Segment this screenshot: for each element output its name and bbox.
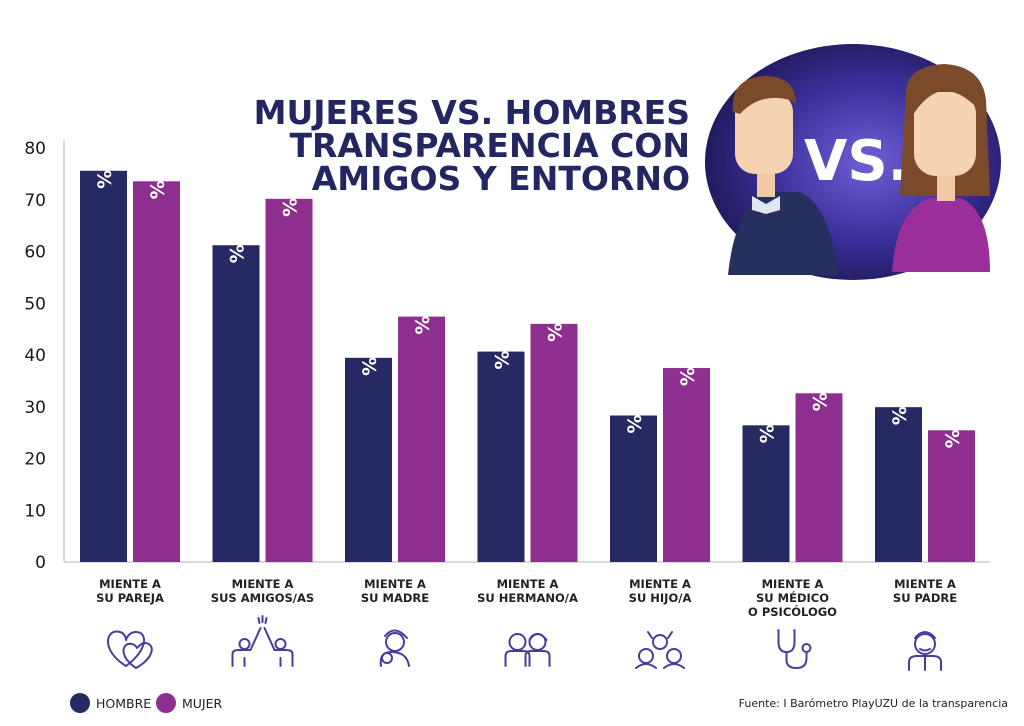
bar-hombre xyxy=(477,351,525,562)
bar-mujer xyxy=(133,181,180,562)
bar-hombre xyxy=(875,407,922,562)
category-label: MIENTE A xyxy=(232,577,294,591)
bars: 75,60% 73,56% 61,21% 70,18% 39,46% 47,42% 40,6… xyxy=(80,110,975,563)
category-label: MIENTE A xyxy=(497,577,559,591)
man-figure-icon xyxy=(728,76,838,275)
title-line-3: AMIGOS Y ENTORNO xyxy=(312,159,690,198)
mother-child-icon xyxy=(379,629,410,667)
bar-value-label: 75,60% xyxy=(93,110,115,189)
hearts-icon xyxy=(107,630,153,669)
bar-value-label: 37,48% xyxy=(676,307,698,386)
bar-mujer xyxy=(398,316,445,562)
bar-mujer xyxy=(530,323,578,562)
bar-mujer xyxy=(795,393,843,562)
chart-title: MUJERES VS. HOMBRES TRANSPARENCIA CON AM… xyxy=(254,93,690,198)
bar-value-label: 70,18% xyxy=(278,138,300,217)
category-label: SUS AMIGOS/AS xyxy=(211,591,314,605)
y-tick-label: 50 xyxy=(24,294,46,314)
father-icon xyxy=(908,631,942,671)
y-tick-label: 70 xyxy=(24,191,46,211)
y-axis-ticks: 0 10 20 30 40 50 60 70 80 xyxy=(24,139,46,573)
woman-figure-icon xyxy=(892,64,990,272)
legend-mujer-label: MUJER xyxy=(182,696,223,711)
category-label: SU MÉDICO xyxy=(756,590,829,605)
bar-value-label: 25,45% xyxy=(941,369,963,448)
category-label: MIENTE A xyxy=(762,577,824,591)
legend-hombre-label: HOMBRE xyxy=(96,696,151,711)
category-label: SU PADRE xyxy=(893,591,957,605)
y-tick-label: 0 xyxy=(35,553,46,573)
bar-hombre xyxy=(80,170,127,562)
category-label: SU MADRE xyxy=(361,591,429,605)
bar-mujer xyxy=(663,368,710,562)
y-tick-label: 10 xyxy=(24,501,46,521)
bar-value-label: 26,41% xyxy=(755,364,777,443)
title-line-1: MUJERES VS. HOMBRES xyxy=(254,93,690,132)
category-label: MIENTE A xyxy=(99,577,161,591)
bar-value-label: 29,92% xyxy=(888,346,910,425)
y-tick-label: 80 xyxy=(24,139,46,159)
category-label: MIENTE A xyxy=(364,577,426,591)
stethoscope-icon xyxy=(777,629,812,669)
children-icon xyxy=(635,631,685,669)
source-note: Fuente: I Barómetro PlayUZU de la transp… xyxy=(739,697,1008,710)
siblings-icon xyxy=(504,633,551,667)
legend: HOMBRE MUJER xyxy=(70,693,223,713)
bar-value-label: 40,66% xyxy=(490,290,512,369)
y-tick-label: 60 xyxy=(24,243,46,263)
bar-value-label: 32,60% xyxy=(808,332,830,411)
bar-value-label: 73,56% xyxy=(146,120,168,199)
bar-value-label: 61,21% xyxy=(225,184,247,263)
bar-mujer xyxy=(928,430,975,562)
y-tick-label: 20 xyxy=(24,450,46,470)
versus-label: VS. xyxy=(804,129,909,194)
category-label: SU PAREJA xyxy=(96,591,164,605)
title-line-2: TRANSPARENCIA CON xyxy=(289,126,690,165)
bar-hombre xyxy=(212,245,260,562)
legend-hombre-swatch xyxy=(70,693,90,713)
bar-value-label: 28,31% xyxy=(623,354,645,433)
category-icons xyxy=(107,615,942,671)
category-label: SU HERMANO/A xyxy=(477,591,578,605)
bar-value-label: 47,42% xyxy=(411,255,433,334)
bar-hombre xyxy=(610,415,657,562)
bar-value-label: 46,02% xyxy=(543,263,565,342)
bar-mujer xyxy=(265,198,313,563)
category-label: MIENTE A xyxy=(629,577,691,591)
category-label: SU HIJO/A xyxy=(629,591,692,605)
category-label: O PSICÓLOGO xyxy=(748,604,837,619)
versus-illustration: VS. xyxy=(705,44,1001,280)
high-five-icon xyxy=(231,615,294,667)
bar-hombre xyxy=(345,357,392,562)
y-tick-label: 40 xyxy=(24,346,46,366)
category-label: MIENTE A xyxy=(894,577,956,591)
bar-hombre xyxy=(742,425,790,562)
y-tick-label: 30 xyxy=(24,398,46,418)
bar-value-label: 39,46% xyxy=(358,297,380,376)
legend-mujer-swatch xyxy=(156,693,176,713)
